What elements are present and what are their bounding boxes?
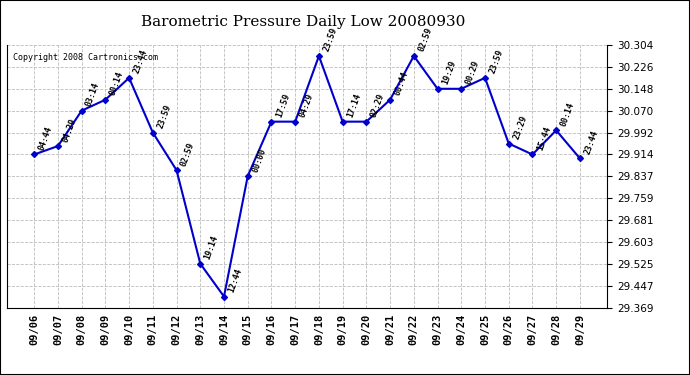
Text: 23:59: 23:59 [156, 103, 172, 130]
Text: 04:29: 04:29 [61, 117, 78, 143]
Text: 12:44: 12:44 [227, 267, 244, 294]
Text: 19:29: 19:29 [440, 60, 457, 86]
Text: 23:59: 23:59 [322, 27, 339, 53]
Text: 04:29: 04:29 [298, 92, 315, 119]
Text: 00:44: 00:44 [393, 70, 410, 97]
Text: 04:44: 04:44 [37, 125, 54, 152]
Text: 03:14: 03:14 [84, 81, 101, 108]
Text: 00:14: 00:14 [559, 101, 576, 128]
Text: 00:29: 00:29 [464, 60, 481, 86]
Text: Copyright 2008 Cartronics.com: Copyright 2008 Cartronics.com [13, 53, 158, 62]
Text: 17:59: 17:59 [274, 92, 291, 119]
Text: 23:29: 23:29 [511, 114, 529, 141]
Text: 23:44: 23:44 [582, 129, 600, 156]
Text: 23:59: 23:59 [488, 48, 505, 75]
Text: 00:00: 00:00 [250, 147, 268, 173]
Text: Barometric Pressure Daily Low 20080930: Barometric Pressure Daily Low 20080930 [141, 15, 466, 29]
Text: 00:14: 00:14 [108, 70, 125, 97]
Text: 15:44: 15:44 [535, 125, 552, 152]
Text: 23:44: 23:44 [132, 48, 149, 75]
Text: 02:29: 02:29 [369, 92, 386, 119]
Text: 02:59: 02:59 [417, 27, 433, 53]
Text: 17:14: 17:14 [346, 92, 362, 119]
Text: 19:14: 19:14 [203, 234, 220, 261]
Text: 02:59: 02:59 [179, 141, 197, 167]
